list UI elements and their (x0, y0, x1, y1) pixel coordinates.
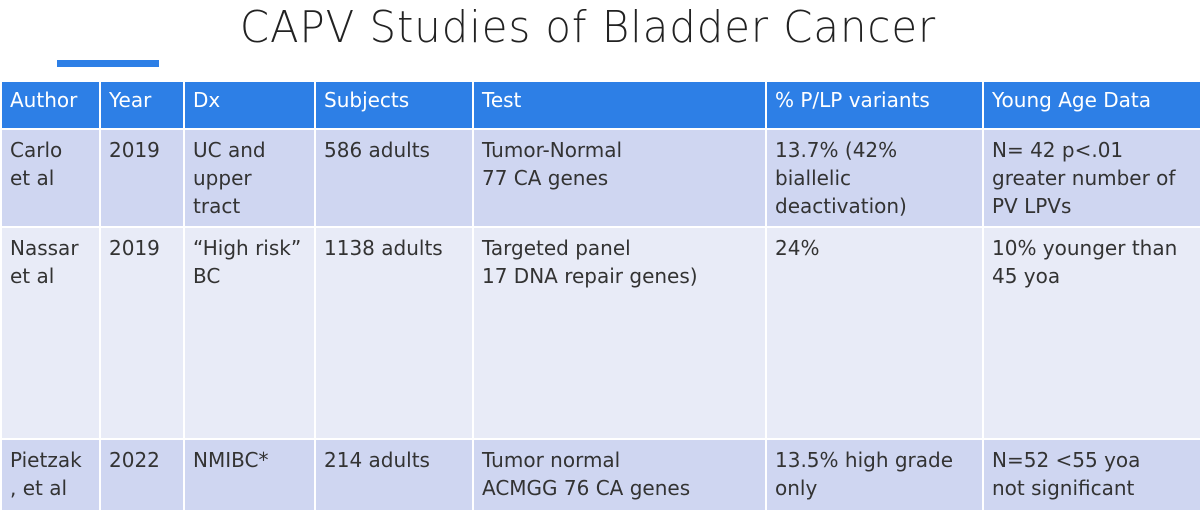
table-cell: Targeted panel 17 DNA repair genes) (472, 226, 767, 440)
column-header: Year (99, 80, 185, 130)
table-cell: UC and upper tract (183, 128, 316, 228)
column-header: % P/LP variants (765, 80, 984, 130)
table-cell: Tumor-Normal 77 CA genes (472, 128, 767, 228)
table-cell: 2022 (99, 438, 185, 512)
table-row: Pietzak , et al 2022 NMIBC* 214 adults Tumor… (0, 438, 1200, 512)
table-cell: 1138 adults (314, 226, 474, 440)
column-header: Test (472, 80, 767, 130)
column-header: Subjects (314, 80, 474, 130)
table-cell: 10% younger than 45 yoa (982, 226, 1200, 440)
table-row: Carlo et al 2019 UC and upper tract 586 adu… (0, 128, 1200, 228)
table-cell: “High risk” BC (183, 226, 316, 440)
column-header: Dx (183, 80, 316, 130)
table-cell: Tumor normal ACMGG 76 CA genes (472, 438, 767, 512)
title-underline (57, 60, 159, 67)
table-cell: 13.5% high grade only (765, 438, 984, 512)
slide-title: CAPV Studies of Bladder Cancer (239, 2, 937, 53)
table-body: Carlo et al 2019 UC and upper tract 586 adu… (0, 128, 1200, 512)
column-header: Young Age Data (982, 80, 1200, 130)
table-cell: Pietzak , et al (0, 438, 101, 512)
table-cell: Nassar et al (0, 226, 101, 440)
table-cell: 2019 (99, 128, 185, 228)
table-cell: N= 42 p<.01 greater number of PV LPVs (982, 128, 1200, 228)
header-row: Author Year Dx Subjects Test% P/LP variants Y… (0, 80, 1200, 130)
table-cell: 24% (765, 226, 984, 440)
studies-table: Author Year Dx Subjects Test% P/LP variants Y… (0, 80, 1200, 512)
column-header: Author (0, 80, 101, 130)
table-cell: Carlo et al (0, 128, 101, 228)
table-cell: N=52 <55 yoa not significant (982, 438, 1200, 512)
table-cell: 13.7% (42% biallelic deactivation) (765, 128, 984, 228)
table-row: Nassar et al 2019 “High risk” BC 1138 adult… (0, 226, 1200, 440)
table-cell: NMIBC* (183, 438, 316, 512)
table-cell: 214 adults (314, 438, 474, 512)
table-cell: 586 adults (314, 128, 474, 228)
table-cell: 2019 (99, 226, 185, 440)
